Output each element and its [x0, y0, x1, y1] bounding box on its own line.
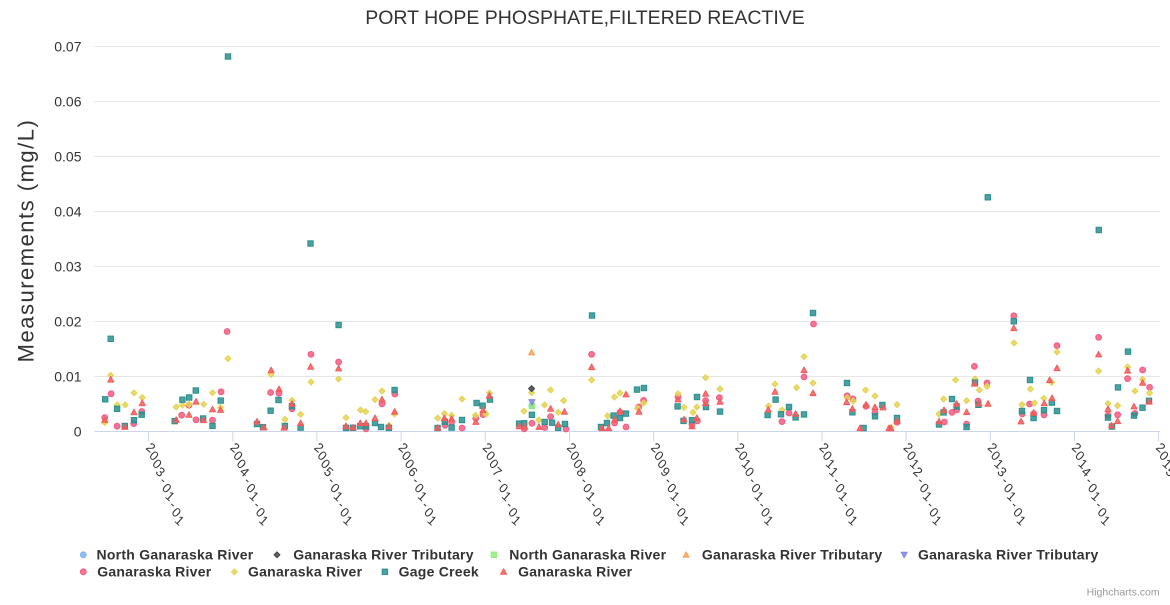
svg-text:0.04: 0.04 — [54, 204, 81, 220]
svg-text:Ganaraska River: Ganaraska River — [97, 564, 212, 580]
svg-text:1: 1 — [1160, 456, 1170, 472]
svg-text:Ganaraska River: Ganaraska River — [248, 564, 363, 580]
svg-text:0.05: 0.05 — [54, 149, 81, 165]
svg-text:Ganaraska River Tributary: Ganaraska River Tributary — [702, 547, 883, 563]
svg-text:0.06: 0.06 — [54, 94, 81, 110]
svg-text:Measurements (mg/L): Measurements (mg/L) — [14, 119, 39, 363]
svg-text:0.01: 0.01 — [54, 369, 81, 385]
svg-text:0.07: 0.07 — [54, 39, 81, 55]
svg-text:North Ganaraska River: North Ganaraska River — [509, 547, 666, 563]
svg-text:Ganaraska River Tributary: Ganaraska River Tributary — [293, 547, 474, 563]
svg-text:North Ganaraska River: North Ganaraska River — [97, 547, 254, 563]
svg-text:5: 5 — [1163, 464, 1170, 480]
svg-text:0.02: 0.02 — [54, 314, 81, 330]
svg-text:0: 0 — [74, 424, 82, 440]
svg-text:Gage Creek: Gage Creek — [399, 564, 479, 580]
svg-text:0.03: 0.03 — [54, 259, 81, 275]
svg-text:PORT HOPE PHOSPHATE,FILTERED R: PORT HOPE PHOSPHATE,FILTERED REACTIVE — [365, 7, 805, 29]
svg-text:Highcharts.com: Highcharts.com — [1087, 587, 1160, 599]
svg-text:Ganaraska River: Ganaraska River — [518, 564, 633, 580]
svg-text:Ganaraska River Tributary: Ganaraska River Tributary — [918, 547, 1099, 563]
